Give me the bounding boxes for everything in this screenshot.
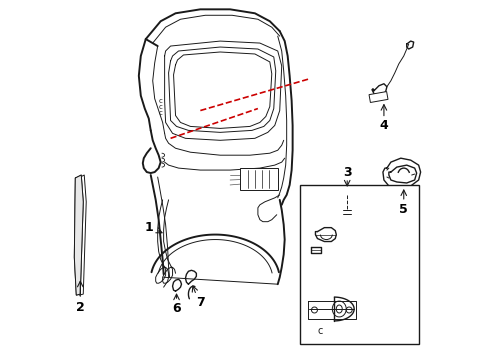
Text: 1: 1 [144, 221, 153, 234]
Text: c: c [158, 98, 162, 104]
Text: 6: 6 [172, 302, 181, 315]
Bar [299, 185, 418, 344]
Polygon shape [74, 175, 83, 295]
Text: 3: 3 [342, 166, 351, 179]
Bar [240, 168, 277, 190]
Text: 5: 5 [399, 203, 407, 216]
Text: c: c [317, 326, 322, 336]
Text: 7: 7 [196, 296, 204, 309]
Text: c: c [158, 104, 162, 109]
Bar [368, 91, 387, 103]
Text: 2: 2 [76, 301, 84, 314]
Text: c: c [158, 109, 162, 116]
Text: 4: 4 [379, 119, 387, 132]
